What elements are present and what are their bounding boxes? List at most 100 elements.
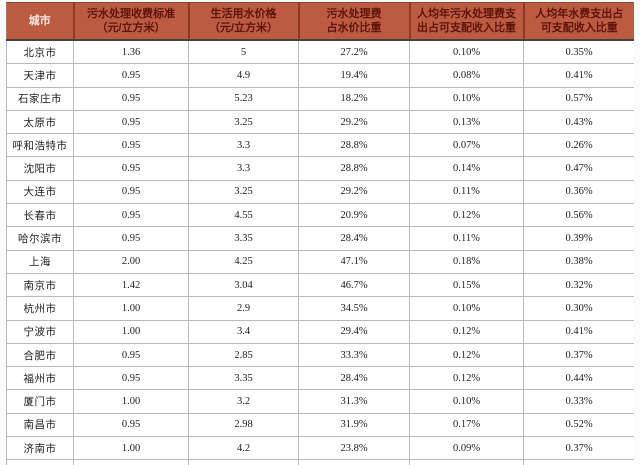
fee-standard-cell: 0.95 (73, 63, 189, 88)
fee-standard-cell: 0.95 (73, 366, 189, 391)
fee-standard-cell: 0.95 (73, 109, 189, 135)
city-cell: 福州市 (6, 366, 74, 391)
water-pct-income-cell: 0.43% (523, 109, 634, 135)
pct-of-water-price-cell: 47.1% (298, 249, 410, 274)
sewage-pct-income-cell: 0.17% (409, 412, 524, 438)
water-pct-income-cell: 0.35% (523, 39, 634, 65)
table-row: 呼和浩特市 0.95 3.3 28.8% 0.07% 0.26% (6, 133, 634, 158)
header-label-line1: 污水处理费 (326, 8, 382, 20)
sewage-pct-income-cell: 0.11% (409, 226, 524, 251)
table-row: 宁波市 1.00 3.4 29.4% 0.12% 0.41% (6, 319, 634, 344)
water-pct-income-cell: 0.41% (523, 319, 634, 344)
city-cell: 厦门市 (6, 389, 74, 414)
header-label-line2: （元/立方米） (96, 22, 166, 34)
water-pct-income-cell: 0.39% (523, 226, 634, 251)
city-cell: 天津市 (6, 63, 74, 88)
water-price-cell: 4.25 (188, 249, 299, 274)
table-row: 杭州市 1.00 2.9 34.5% 0.10% 0.30% (6, 296, 634, 321)
table-row: 南京市 1.42 3.04 46.7% 0.15% 0.32% (6, 272, 634, 298)
sewage-pct-income-cell: 0.10% (409, 296, 524, 321)
water-pct-income-cell: 0.44% (523, 366, 634, 391)
pct-of-water-price-cell: 28.4% (298, 366, 410, 391)
pct-of-water-price-cell: 23.8% (298, 436, 410, 461)
table-row: 太原市 0.95 3.25 29.2% 0.13% 0.43% (6, 109, 634, 135)
table-row: 天津市 0.95 4.9 19.4% 0.08% 0.41% (6, 63, 634, 88)
pct-of-water-price-cell: 33.3% (298, 342, 410, 368)
table-row: 济南市 1.00 4.2 23.8% 0.09% 0.37% (6, 436, 634, 461)
city-cell: 哈尔滨市 (6, 226, 74, 251)
water-price-cell: 5.23 (188, 86, 299, 111)
header-label-line2: 可支配收入比重 (540, 22, 618, 34)
water-price-cell: 3.35 (188, 226, 299, 251)
city-cell: 长春市 (6, 203, 74, 228)
water-fee-table-container: 城市 污水处理收费标准 （元/立方米） 生活用水价格 （元/立方米） 污水处理费… (6, 2, 634, 465)
water-price-cell: 4.2 (188, 436, 299, 461)
sewage-pct-income-cell: 0.08% (409, 63, 524, 88)
water-price-cell: 3.25 (188, 109, 299, 135)
water-pct-income-cell: 0.47% (523, 156, 634, 181)
fee-standard-cell: 1.00 (73, 436, 189, 461)
water-pct-income-cell: 0.57% (523, 86, 634, 111)
water-pct-income-cell: 0.33% (523, 389, 634, 414)
pct-of-water-price-cell: 29.2% (298, 179, 410, 205)
table-row: 长春市 0.95 4.55 20.9% 0.12% 0.56% (6, 203, 634, 228)
table-row: 哈尔滨市 0.95 3.35 28.4% 0.11% 0.39% (6, 226, 634, 251)
header-label-line1: 生活用水价格 (210, 8, 277, 20)
fee-standard-cell: 0.95 (73, 179, 189, 205)
city-cell: 济南市 (6, 436, 74, 461)
header-label: 城市 (28, 15, 51, 27)
water-price-cell: 5 (188, 39, 299, 65)
water-pct-income-cell: 0.30% (523, 296, 634, 321)
table-row: 上海 2.00 4.25 47.1% 0.18% 0.38% (6, 249, 634, 274)
water-price-cell: 3.3 (188, 133, 299, 158)
water-pct-income-cell: 0.36% (523, 179, 634, 205)
pct-of-water-price-cell: 27.2% (298, 39, 410, 65)
water-price-cell: 4.55 (188, 203, 299, 228)
sewage-pct-income-cell: 0.10% (409, 389, 524, 414)
water-pct-income-cell: 0.52% (523, 412, 634, 438)
pct-of-water-price-cell: 46.7% (298, 272, 410, 298)
column-header-pct-of-water-price: 污水处理费 占水价比重 (297, 2, 411, 41)
water-pct-income-cell: 0.56% (523, 203, 634, 228)
column-header-sewage-pct-income: 人均年污水处理费支 出占可支配收入比重 (408, 2, 525, 41)
fee-standard-cell: 2.00 (73, 249, 189, 274)
sewage-pct-income-cell: 0.11% (409, 179, 524, 205)
city-cell: 大连市 (6, 179, 74, 205)
sewage-pct-income-cell: 0.10% (409, 39, 524, 65)
sewage-pct-income-cell: 0.14% (409, 156, 524, 181)
fee-standard-cell: 1.00 (73, 389, 189, 414)
header-label-line1: 人均年污水处理费支 (417, 8, 516, 20)
pct-of-water-price-cell: 28.8% (298, 156, 410, 181)
water-price-cell: 3.35 (188, 366, 299, 391)
sewage-pct-income-cell: 0.13% (409, 109, 524, 135)
fee-standard-cell: 1.00 (73, 319, 189, 344)
table-row: 福州市 0.95 3.35 28.4% 0.12% 0.44% (6, 366, 634, 391)
column-header-sewage-fee-standard: 污水处理收费标准 （元/立方米） (72, 2, 190, 41)
city-cell: 宁波市 (6, 319, 74, 344)
pct-of-water-price-cell: 20.9% (298, 203, 410, 228)
city-cell: 南昌市 (6, 412, 74, 438)
city-cell: 石家庄市 (6, 86, 74, 111)
city-cell: 上海 (6, 249, 74, 274)
water-price-cell: 2.9 (188, 296, 299, 321)
city-cell: 杭州市 (6, 296, 74, 321)
city-cell: 南京市 (6, 272, 74, 298)
table-row: 厦门市 1.00 3.2 31.3% 0.10% 0.33% (6, 389, 634, 414)
water-price-cell: 3.2 (188, 389, 299, 414)
pct-of-water-price-cell: 31.9% (298, 412, 410, 438)
fee-standard-cell: 0.95 (73, 226, 189, 251)
sewage-pct-income-cell: 0.12% (409, 366, 524, 391)
pct-of-water-price-cell: 28.4% (298, 226, 410, 251)
pct-of-water-price-cell: 34.5% (298, 296, 410, 321)
water-price-cell: 3.25 (188, 179, 299, 205)
pct-of-water-price-cell: 29.2% (298, 109, 410, 135)
pct-of-water-price-cell: 18.2% (298, 86, 410, 111)
column-header-city: 城市 (6, 2, 75, 41)
partial-row-clipped (6, 459, 634, 465)
fee-standard-cell: 1.36 (73, 39, 189, 65)
table-header: 城市 污水处理收费标准 （元/立方米） 生活用水价格 （元/立方米） 污水处理费… (6, 2, 634, 41)
table-row: 合肥市 0.95 2.85 33.3% 0.12% 0.37% (6, 342, 634, 368)
water-pct-income-cell: 0.26% (523, 133, 634, 158)
fee-standard-cell: 0.95 (73, 156, 189, 181)
